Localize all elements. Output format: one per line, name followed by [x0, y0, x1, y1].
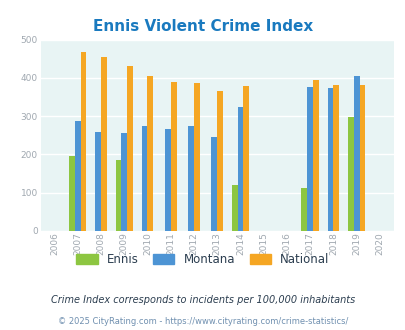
Legend: Ennis, Montana, National: Ennis, Montana, National	[72, 249, 333, 270]
Bar	[327, 88, 333, 231]
Bar	[81, 52, 86, 231]
Bar	[353, 76, 359, 231]
Bar	[194, 83, 199, 231]
Bar	[69, 155, 75, 231]
Bar	[301, 188, 307, 231]
Text: Ennis Violent Crime Index: Ennis Violent Crime Index	[93, 19, 312, 34]
Text: © 2025 CityRating.com - https://www.cityrating.com/crime-statistics/: © 2025 CityRating.com - https://www.city…	[58, 317, 347, 326]
Bar	[121, 133, 127, 231]
Bar	[75, 121, 81, 231]
Bar	[231, 185, 237, 231]
Bar	[217, 90, 222, 231]
Bar	[127, 66, 133, 231]
Bar	[95, 132, 101, 231]
Bar	[333, 85, 338, 231]
Bar	[237, 107, 243, 231]
Bar	[359, 85, 364, 231]
Bar	[164, 129, 171, 231]
Bar	[141, 126, 147, 231]
Bar	[101, 57, 107, 231]
Bar	[243, 86, 249, 231]
Bar	[147, 76, 153, 231]
Bar	[115, 160, 121, 231]
Bar	[312, 80, 318, 231]
Bar	[188, 126, 194, 231]
Bar	[211, 137, 217, 231]
Bar	[307, 87, 312, 231]
Bar	[347, 117, 353, 231]
Bar	[171, 82, 176, 231]
Text: Crime Index corresponds to incidents per 100,000 inhabitants: Crime Index corresponds to incidents per…	[51, 295, 354, 305]
